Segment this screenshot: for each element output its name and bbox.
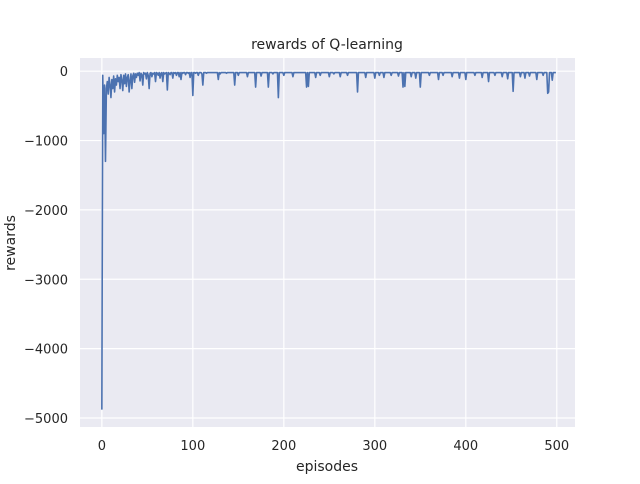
x-tick-label: 500: [544, 439, 569, 454]
y-tick-label: −2000: [24, 204, 68, 219]
y-tick-label: −5000: [24, 412, 68, 427]
x-tick-label: 400: [453, 439, 478, 454]
grid: [80, 58, 575, 427]
y-tick-label: 0: [60, 65, 68, 80]
y-tick-labels: 0 −1000 −2000 −3000 −4000 −5000: [24, 65, 68, 427]
x-tick-label: 200: [271, 439, 296, 454]
x-tick-label: 0: [98, 439, 106, 454]
rewards-series-line: [101, 71, 556, 410]
y-tick-label: −4000: [24, 343, 68, 358]
x-axis-label: episodes: [296, 459, 358, 475]
y-axis-label: rewards: [3, 215, 19, 271]
x-tick-labels: 0 100 200 300 400 500: [98, 439, 570, 454]
x-tick-label: 300: [362, 439, 387, 454]
x-tick-label: 100: [180, 439, 205, 454]
y-tick-label: −3000: [24, 273, 68, 288]
plot-area: [80, 58, 575, 427]
series-layer: [101, 71, 556, 410]
y-tick-label: −1000: [24, 135, 68, 150]
chart-title: rewards of Q-learning: [251, 37, 403, 53]
